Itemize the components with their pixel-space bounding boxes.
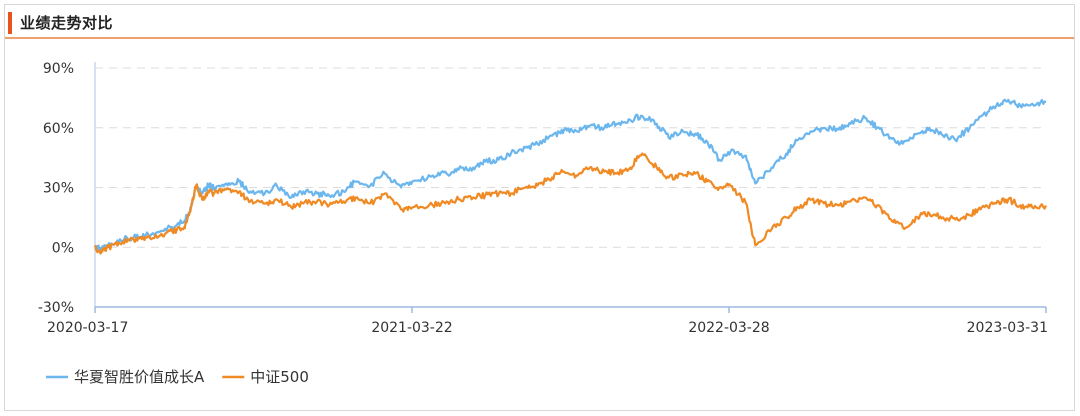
legend-item[interactable]: 华夏智胜价值成长A [46, 368, 205, 386]
panel-header: 业绩走势对比 [5, 5, 1074, 39]
y-tick-label: 0% [52, 240, 74, 256]
grid-lines [95, 67, 1046, 248]
legend-label: 中证500 [250, 368, 309, 386]
x-tick-label: 2022-03-28 [688, 320, 769, 336]
y-tick-label: 30% [43, 181, 74, 197]
legend: 华夏智胜价值成长A 中证500 [46, 368, 309, 386]
x-tick-label: 2023-03-31 [967, 320, 1048, 336]
series-line [94, 152, 1048, 255]
y-tick-label: -30% [38, 300, 74, 316]
axes: -30% 0% 30% 60% 90% 2020-03-17 2021-03-22 2022-… [38, 61, 1048, 336]
y-tick-label: 90% [43, 61, 74, 77]
panel-title: 业绩走势对比 [20, 14, 114, 32]
legend-item[interactable]: 中证500 [222, 368, 309, 386]
series-line [94, 98, 1047, 252]
header-accent-bar [8, 12, 12, 34]
chart-panel: 业绩走势对比 [4, 4, 1075, 411]
x-tick-label: 2021-03-22 [371, 320, 452, 336]
series-lines [94, 98, 1048, 255]
y-tick-label: 60% [43, 121, 74, 137]
legend-label: 华夏智胜价值成长A [74, 368, 205, 386]
x-tick-label: 2020-03-17 [47, 320, 128, 336]
